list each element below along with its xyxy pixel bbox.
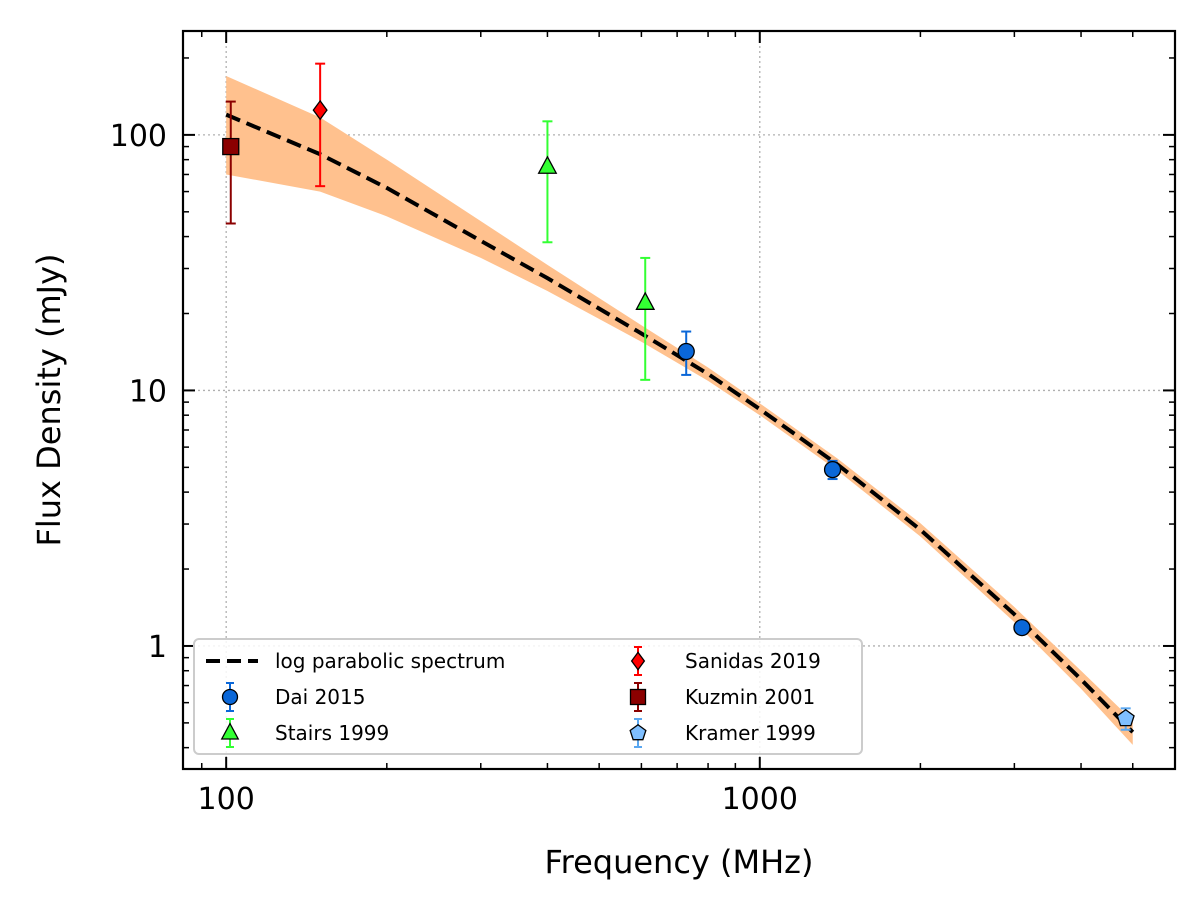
y-tick-label: 10 <box>129 374 167 409</box>
point-kuzmin-2001 <box>222 137 240 156</box>
model-uncertainty-band <box>226 75 1133 745</box>
legend-label-kramer-1999: Kramer 1999 <box>685 721 816 745</box>
y-axis-title: Flux Density (mJy) <box>30 253 68 546</box>
y-tick-label: 100 <box>110 119 167 154</box>
legend-box <box>193 638 863 755</box>
legend-label-kuzmin-2001: Kuzmin 2001 <box>685 685 815 709</box>
x-axis-title: Frequency (MHz) <box>545 843 814 881</box>
legend-marker-kramer-1999 <box>629 723 647 741</box>
x-tick-label: 100 <box>198 782 255 817</box>
point-dai-2015 <box>823 460 842 479</box>
y-tick-label: 1 <box>148 630 167 665</box>
point-sanidas-2019 <box>312 99 328 121</box>
plot-frame <box>181 29 1177 771</box>
legend-marker-sanidas-2019 <box>630 651 646 671</box>
model-line <box>225 112 1135 734</box>
legend-marker-kuzmin-2001 <box>629 688 647 706</box>
point-stairs-1999 <box>537 155 558 174</box>
legend-marker-dai-2015 <box>221 688 239 706</box>
legend-marker-stairs-1999 <box>220 722 240 740</box>
x-tick-label: 1000 <box>722 782 798 817</box>
legend: log parabolic spectrum Dai 2015 Stairs 199… <box>193 638 863 755</box>
point-dai-2015 <box>677 342 695 361</box>
legend-label-sanidas-2019: Sanidas 2019 <box>685 649 821 673</box>
data-markers <box>222 99 1135 727</box>
legend-label-stairs-1999: Stairs 1999 <box>275 721 389 745</box>
legend-label-dai-2015: Dai 2015 <box>275 685 365 709</box>
legend-label-log-parabolic-spectrum: log parabolic spectrum <box>275 649 505 673</box>
point-dai-2015 <box>1013 618 1031 637</box>
tick-labels: 100 1000 1 10 100 <box>110 119 798 817</box>
model-curve <box>225 112 1135 734</box>
point-kramer-1999 <box>1116 708 1135 727</box>
model-band <box>226 75 1133 745</box>
point-stairs-1999 <box>635 291 656 310</box>
